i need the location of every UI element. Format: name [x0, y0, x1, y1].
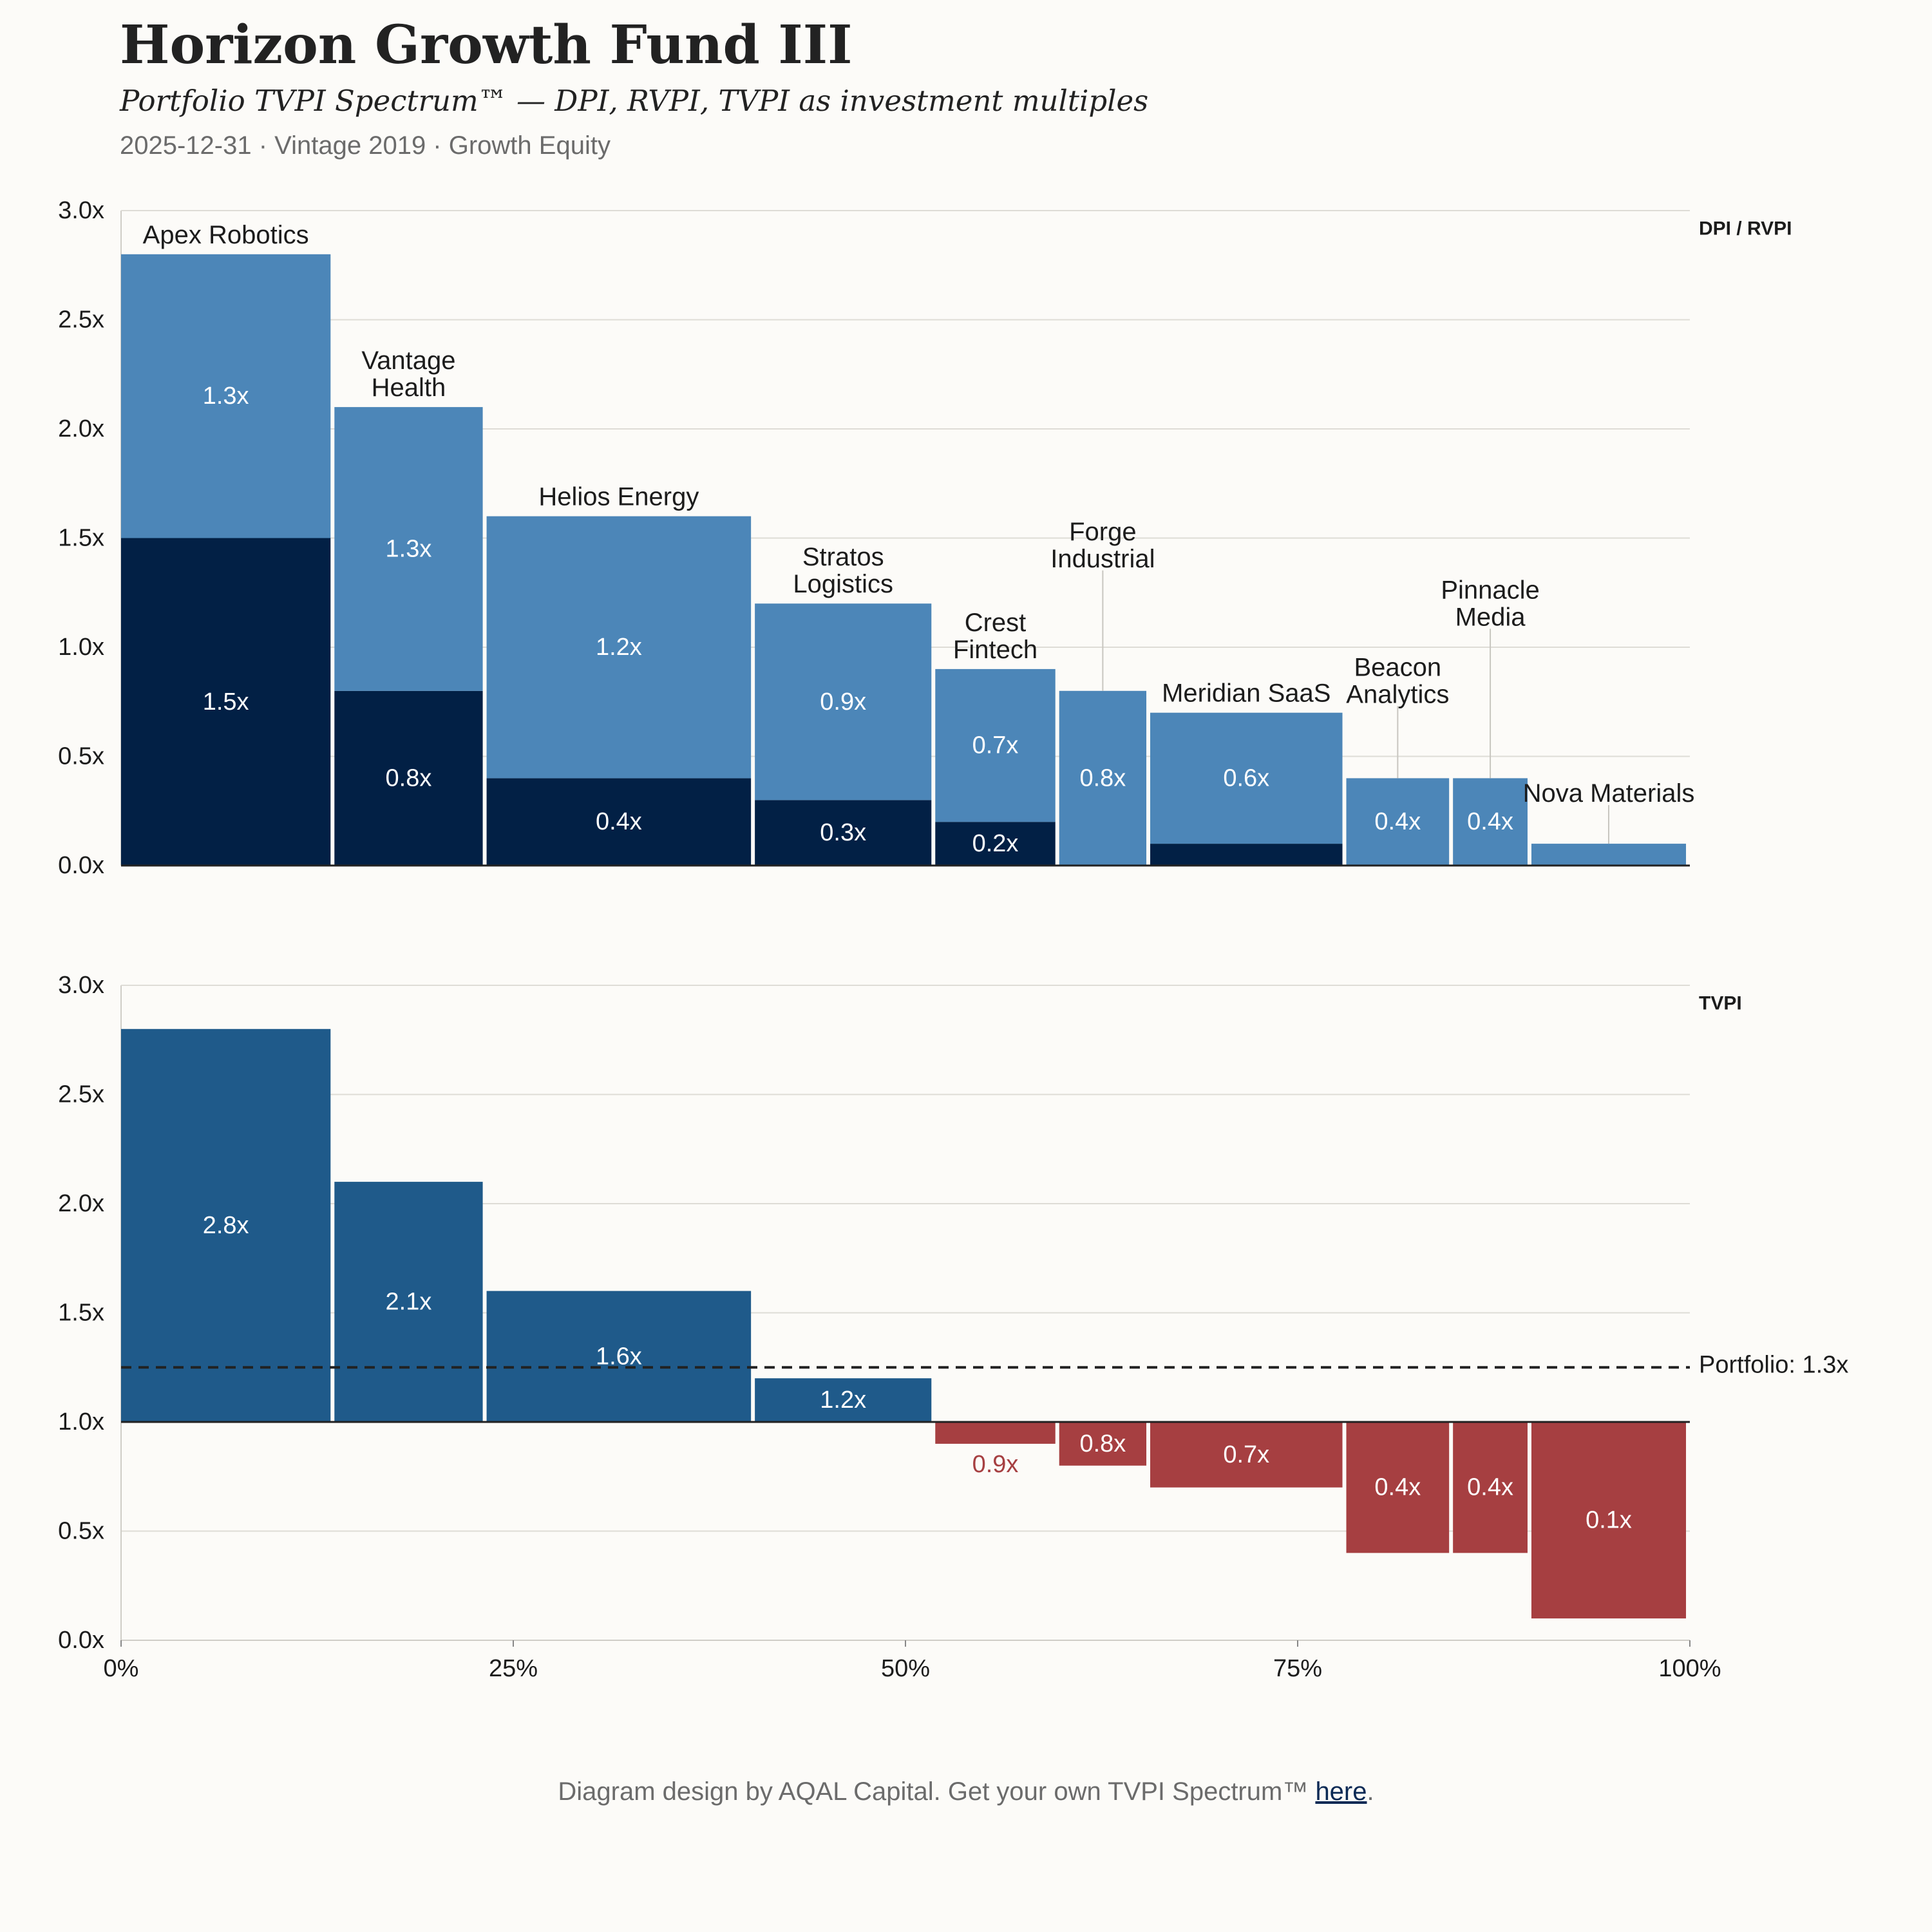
- footer-text: Diagram design by AQAL Capital. Get your…: [558, 1777, 1316, 1806]
- page-subtitle: Portfolio TVPI Spectrum™ — DPI, RVPI, TV…: [120, 84, 1149, 118]
- company-name-label: Stratos: [802, 543, 884, 571]
- rvpi-value-label: 0.6x: [1223, 764, 1269, 791]
- tvpi-bar: [1346, 1422, 1450, 1553]
- company-name-label: Nova Materials: [1523, 779, 1695, 808]
- company-name-label: Vantage: [361, 346, 455, 375]
- tvpi-bar: [121, 1028, 331, 1422]
- company-name-label: Health: [372, 374, 446, 402]
- company-name-label: Beacon: [1354, 653, 1442, 681]
- tvpi-panel-panel-label: TVPI: [1699, 993, 1742, 1014]
- company-name-label: Crest: [965, 609, 1027, 637]
- tvpi-value-label: 2.8x: [203, 1212, 249, 1239]
- portfolio-reference-label: Portfolio: 1.3x: [1699, 1351, 1848, 1378]
- dpi-value-label: 0.8x: [386, 764, 432, 791]
- dpi-bar: [1150, 844, 1343, 866]
- company-name-label: Media: [1455, 603, 1526, 631]
- tvpi-value-label: 0.1x: [1586, 1507, 1632, 1534]
- footer-link[interactable]: here: [1315, 1777, 1367, 1806]
- dpi-rvpi-panel-y-tick-label: 1.0x: [58, 634, 104, 661]
- tvpi-value-label: 0.4x: [1374, 1474, 1421, 1501]
- tvpi-bar: [1150, 1422, 1343, 1488]
- rvpi-value-label: 1.3x: [386, 535, 432, 562]
- tvpi-panel-y-tick-label: 2.5x: [58, 1081, 104, 1108]
- dpi-rvpi-panel-y-tick-label: 3.0x: [58, 197, 104, 224]
- rvpi-bar: [1531, 844, 1686, 866]
- tvpi-bar: [1531, 1422, 1686, 1619]
- x-tick-label: 75%: [1273, 1655, 1322, 1682]
- tvpi-value-label: 2.1x: [386, 1289, 432, 1316]
- company-name-label: Analytics: [1346, 680, 1449, 708]
- tvpi-panel-y-tick-label: 0.5x: [58, 1518, 104, 1545]
- tvpi-bar: [1453, 1422, 1528, 1553]
- tvpi-value-label: 0.8x: [1079, 1430, 1126, 1457]
- dpi-rvpi-panel-y-tick-label: 0.5x: [58, 743, 104, 770]
- company-name-label: Logistics: [793, 570, 893, 598]
- footer-suffix: .: [1367, 1777, 1374, 1806]
- x-tick-label: 0%: [104, 1655, 139, 1682]
- dpi-value-label: 1.5x: [203, 688, 249, 715]
- tvpi-panel-y-tick-label: 1.5x: [58, 1300, 104, 1327]
- footer: Diagram design by AQAL Capital. Get your…: [0, 1777, 1932, 1806]
- rvpi-value-label: 0.9x: [820, 688, 866, 715]
- tvpi-bar: [486, 1291, 752, 1422]
- rvpi-bar: [1150, 712, 1343, 844]
- rvpi-value-label: 1.3x: [203, 383, 249, 410]
- page-title: Horizon Growth Fund III: [120, 14, 853, 76]
- company-name-label: Meridian SaaS: [1162, 679, 1331, 708]
- company-name-label: Apex Robotics: [143, 221, 309, 249]
- rvpi-bar: [1059, 690, 1147, 866]
- tvpi-value-label: 0.9x: [972, 1451, 1019, 1478]
- dpi-value-label: 0.4x: [596, 808, 642, 835]
- rvpi-value-label: 0.7x: [972, 732, 1019, 759]
- dpi-bar: [755, 800, 932, 866]
- rvpi-bar: [1346, 778, 1450, 866]
- x-tick-label: 25%: [489, 1655, 538, 1682]
- dpi-bar: [935, 822, 1056, 866]
- company-name-label: Forge: [1069, 518, 1137, 546]
- dpi-rvpi-panel-y-tick-label: 2.0x: [58, 415, 104, 442]
- rvpi-bar: [755, 603, 932, 800]
- tvpi-panel-y-tick-label: 0.0x: [58, 1627, 104, 1654]
- page-meta: 2025-12-31 · Vintage 2019 · Growth Equit…: [120, 131, 611, 160]
- dpi-bar: [334, 690, 483, 866]
- tvpi-panel-y-tick-label: 3.0x: [58, 972, 104, 999]
- rvpi-value-label: 0.4x: [1467, 808, 1513, 835]
- tvpi-bar: [1059, 1422, 1147, 1466]
- dpi-value-label: 0.3x: [820, 819, 866, 846]
- dpi-bar: [486, 778, 752, 866]
- rvpi-value-label: 1.2x: [596, 634, 642, 661]
- rvpi-bar: [121, 254, 331, 538]
- tvpi-value-label: 0.4x: [1467, 1474, 1513, 1501]
- tvpi-panel-y-tick-label: 1.0x: [58, 1408, 104, 1435]
- x-tick-label: 100%: [1658, 1655, 1721, 1682]
- dpi-bar: [121, 538, 331, 866]
- dpi-rvpi-panel-y-tick-label: 2.5x: [58, 307, 104, 334]
- company-name-label: Fintech: [953, 636, 1037, 664]
- dpi-value-label: 0.2x: [972, 830, 1019, 857]
- company-name-label: Pinnacle: [1441, 576, 1539, 604]
- rvpi-bar: [935, 668, 1056, 822]
- tvpi-bar: [935, 1422, 1056, 1444]
- company-name-label: Helios Energy: [538, 483, 699, 511]
- tvpi-bar: [755, 1378, 932, 1422]
- rvpi-value-label: 0.8x: [1079, 764, 1126, 791]
- x-tick-label: 50%: [881, 1655, 930, 1682]
- dpi-rvpi-panel-y-tick-label: 0.0x: [58, 852, 104, 879]
- rvpi-bar: [1453, 778, 1528, 866]
- rvpi-bar: [486, 516, 752, 779]
- tvpi-value-label: 1.2x: [820, 1387, 866, 1414]
- tvpi-panel-y-tick-label: 2.0x: [58, 1190, 104, 1217]
- tvpi-value-label: 0.7x: [1223, 1441, 1269, 1468]
- dpi-rvpi-panel-panel-label: DPI / RVPI: [1699, 218, 1792, 240]
- company-name-label: Industrial: [1050, 545, 1155, 573]
- rvpi-bar: [334, 407, 483, 691]
- rvpi-value-label: 0.4x: [1374, 808, 1421, 835]
- tvpi-value-label: 1.6x: [596, 1343, 642, 1370]
- dpi-rvpi-panel-y-tick-label: 1.5x: [58, 525, 104, 552]
- tvpi-bar: [334, 1182, 483, 1422]
